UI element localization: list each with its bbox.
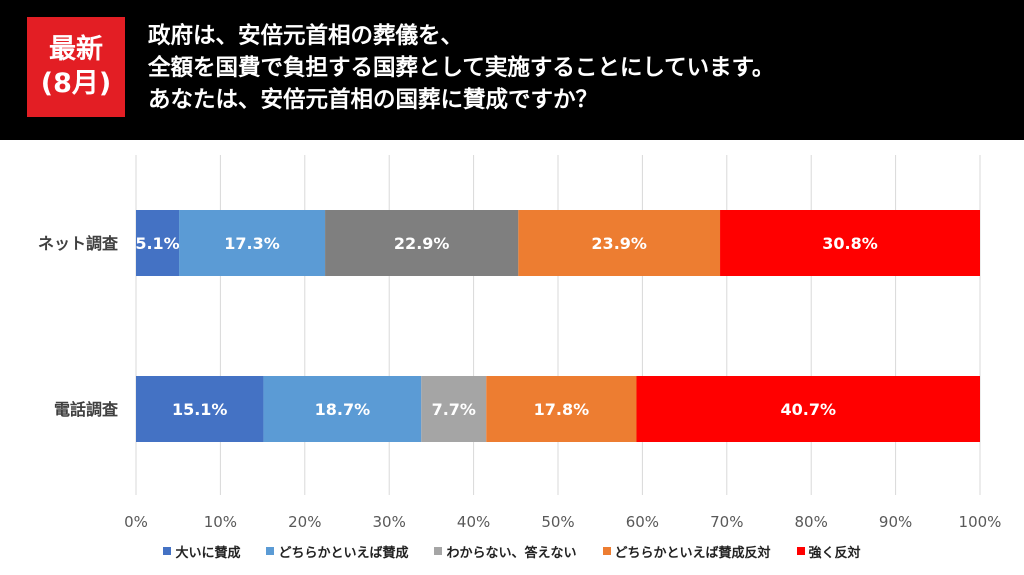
bar-segment [636,376,980,442]
bar-segment [720,210,980,276]
bar-segment [263,376,422,442]
question-line-3: あなたは、安倍元首相の国葬に賛成ですか？ [148,87,599,113]
data-label: 7.7% [432,400,476,419]
bar-segment [179,210,326,276]
x-tick-label: 40% [457,513,490,531]
data-label: 17.3% [224,234,280,253]
x-tick-label: 90% [879,513,912,531]
legend-label: 強く反対 [808,545,861,561]
data-label: 15.1% [172,400,228,419]
legend-swatch [163,547,172,555]
legend-label: どちらかといえば賛成反対 [614,545,771,561]
x-tick-label: 0% [124,513,148,531]
chart-legend: 大いに賛成 どちらかといえば賛成 わからない、答えない どちらかといえば賛成反対 強く反… [0,540,1024,562]
bar-segment [325,210,519,276]
legend-swatch [266,547,275,555]
legend-item: わからない、答えない [434,542,577,561]
x-tick-label: 30% [373,513,406,531]
bar-segment [518,210,721,276]
data-label: 17.8% [534,400,590,419]
survey-question: 政府は、安倍元首相の葬儀を、 全額を国費で負担する国葬として実施することにしてい… [148,20,1004,116]
bar-segment [136,210,180,276]
data-label: 30.8% [822,234,878,253]
bar-segment [136,376,264,442]
legend-label: わからない、答えない [446,545,577,561]
x-tick-label: 50% [541,513,574,531]
bar-segment [486,376,637,442]
legend-item: どちらかといえば賛成反対 [602,542,771,561]
latest-badge: 最新 (8月) [27,17,125,117]
x-tick-label: 20% [288,513,321,531]
data-label: 40.7% [780,400,836,419]
data-label: 23.9% [591,234,647,253]
data-label: 18.7% [315,400,371,419]
question-line-2: 全額を国費で負担する国葬として実施することにしています。 [148,55,775,81]
category-label: ネット調査 [38,234,118,253]
legend-item: 大いに賛成 [163,542,240,561]
category-label: 電話調査 [54,400,118,419]
x-tick-label: 60% [626,513,659,531]
legend-label: 大いに賛成 [175,545,241,561]
question-line-1: 政府は、安倍元首相の葬儀を、 [148,23,464,49]
x-tick-label: 100% [959,513,1002,531]
x-tick-label: 80% [795,513,828,531]
legend-swatch [796,547,805,555]
x-tick-label: 10% [204,513,237,531]
legend-swatch [434,547,443,555]
legend-label: どちらかといえば賛成 [278,545,409,561]
badge-title: 最新 [49,34,103,65]
header-banner: 最新 (8月) 政府は、安倍元首相の葬儀を、 全額を国費で負担する国葬として実施… [0,0,1024,140]
x-tick-label: 70% [710,513,743,531]
badge-month: (8月) [40,68,112,99]
legend-swatch [602,547,611,555]
legend-item: 強く反対 [796,542,861,561]
bar-segment [421,376,487,442]
stacked-bar-chart: 0% 10% 20% 30% 40% 50% 60% 70% 80% 90% 100% ネット調査電話… [38,155,1002,531]
data-label: 22.9% [394,234,450,253]
legend-item: どちらかといえば賛成 [266,542,408,561]
data-label: 5.1% [135,234,179,253]
